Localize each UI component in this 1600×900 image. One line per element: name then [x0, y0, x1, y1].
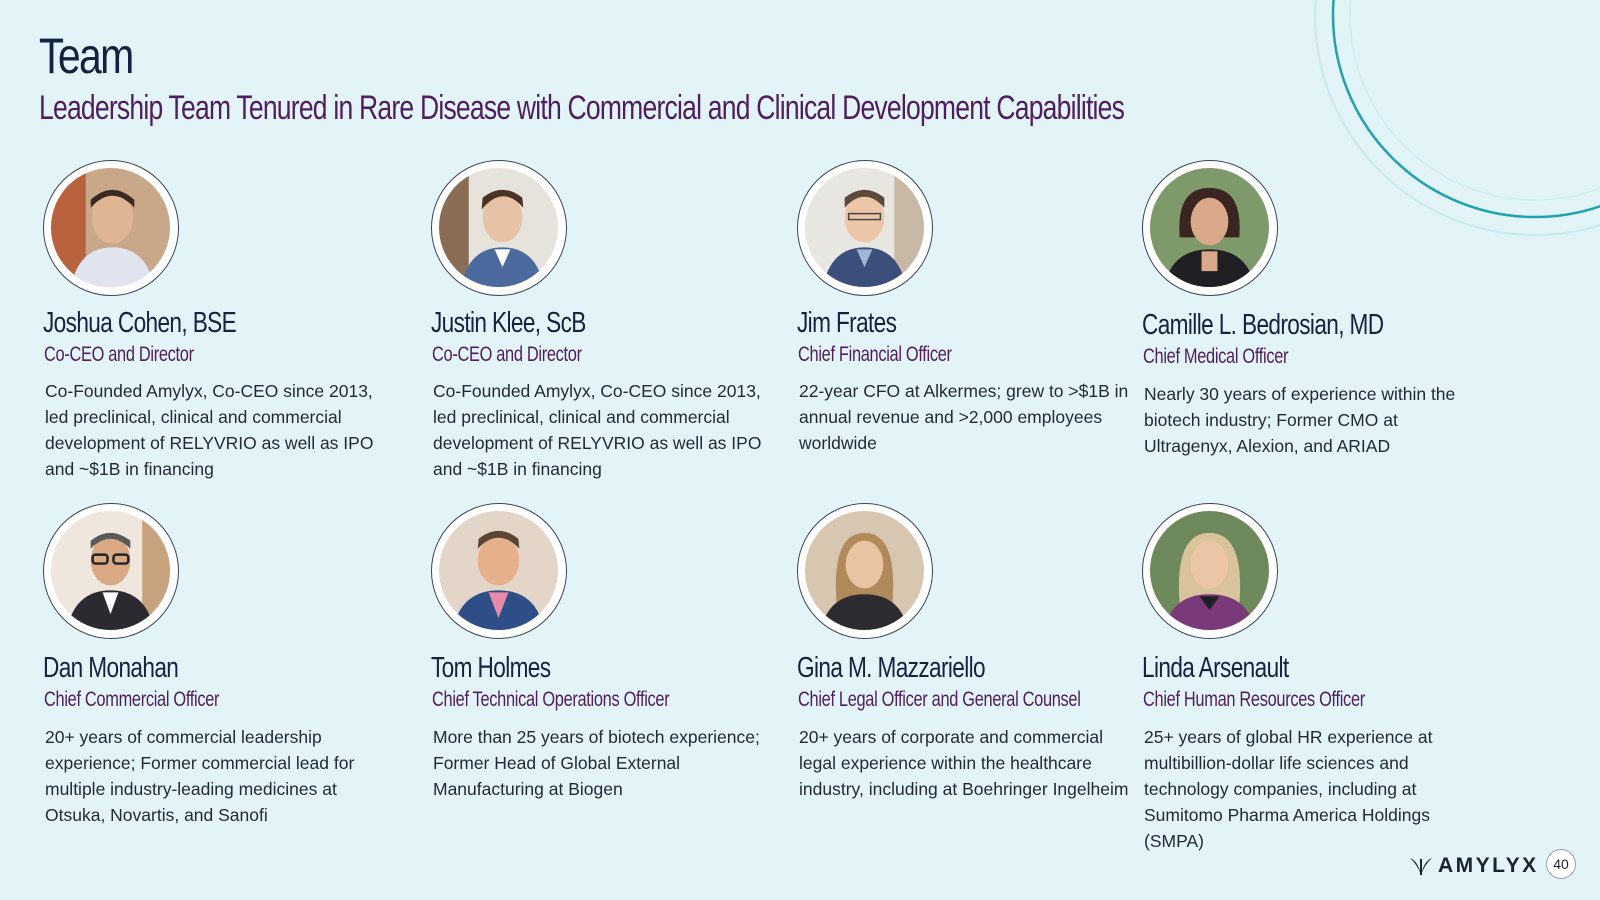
member-name: Linda Arsenault [1142, 652, 1289, 684]
member-bio: 20+ years of corporate and commercial le… [799, 727, 1129, 799]
member-bio: More than 25 years of biotech experience… [433, 727, 760, 799]
member-bio: 20+ years of commercial leadership exper… [45, 727, 355, 825]
portrait-photo [797, 503, 933, 639]
member-name: Joshua Cohen, BSE [43, 307, 237, 339]
page-title: Team [39, 28, 134, 84]
amylyx-leaf-icon [1410, 858, 1432, 875]
portrait-photo [1142, 160, 1278, 296]
portrait-photo [431, 503, 567, 639]
member-name: Jim Frates [797, 307, 897, 339]
member-name: Dan Monahan [43, 652, 179, 684]
member-role: Chief Financial Officer [798, 343, 952, 366]
member-role: Co-CEO and Director [432, 343, 582, 366]
member-name: Gina M. Mazzariello [797, 652, 986, 684]
member-role: Chief Commercial Officer [44, 688, 220, 711]
member-bio: 22-year CFO at Alkermes; grew to >$1B in… [799, 381, 1129, 453]
portrait-photo [797, 160, 933, 296]
portrait-photo [1142, 503, 1278, 639]
member-role: Chief Technical Operations Officer [432, 688, 670, 711]
portrait-photo [43, 503, 179, 639]
company-logo: AMYLYX [1408, 852, 1539, 880]
member-name: Camille L. Bedrosian, MD [1142, 309, 1384, 341]
member-bio: Co-Founded Amylyx, Co-CEO since 2013, le… [433, 381, 762, 479]
member-role: Chief Medical Officer [1143, 345, 1289, 368]
portrait-photo [431, 160, 567, 296]
member-name: Justin Klee, ScB [431, 307, 586, 339]
page-number: 40 [1546, 849, 1576, 879]
page-subtitle: Leadership Team Tenured in Rare Disease … [39, 89, 1125, 127]
member-bio: Nearly 30 years of experience within the… [1144, 384, 1456, 456]
member-role: Chief Legal Officer and General Counsel [798, 688, 1081, 711]
portrait-photo [43, 160, 179, 296]
member-role: Co-CEO and Director [44, 343, 194, 366]
logo-text: AMYLYX [1438, 854, 1539, 877]
member-role: Chief Human Resources Officer [1143, 688, 1365, 711]
decorative-circles [1314, 0, 1600, 236]
member-bio: 25+ years of global HR experience at mul… [1144, 727, 1433, 851]
member-bio: Co-Founded Amylyx, Co-CEO since 2013, le… [45, 381, 374, 479]
member-name: Tom Holmes [431, 652, 551, 684]
